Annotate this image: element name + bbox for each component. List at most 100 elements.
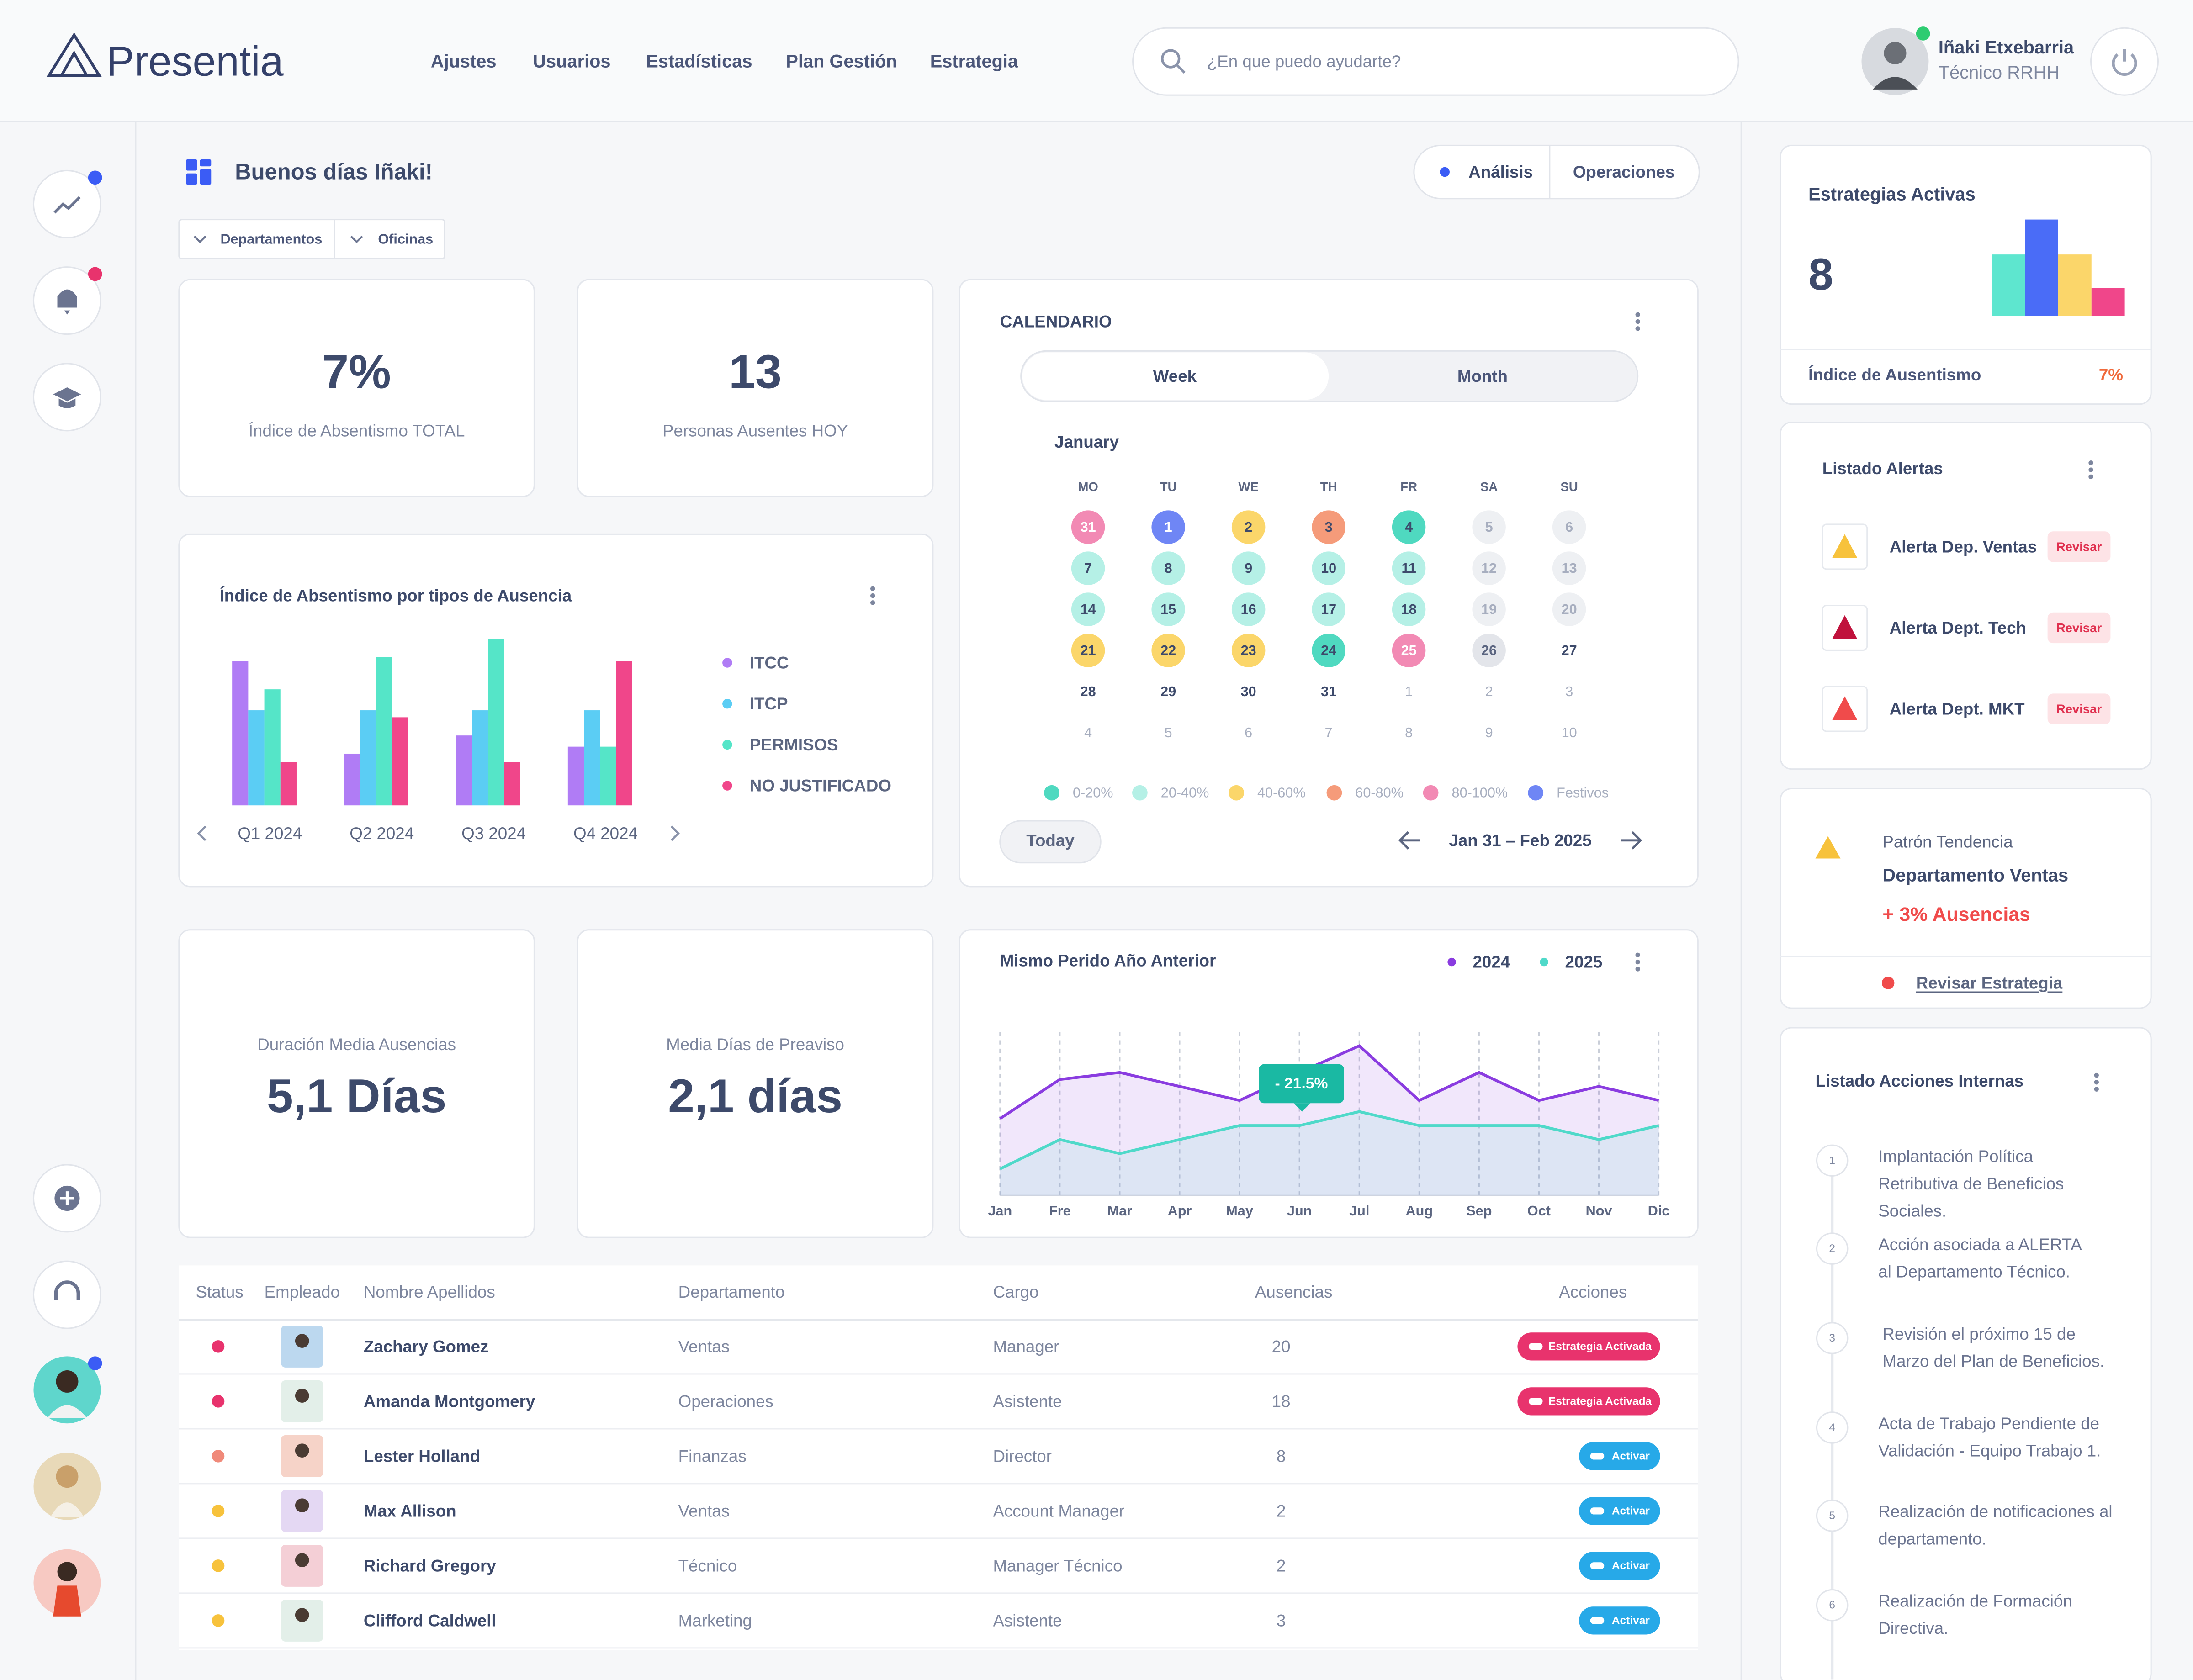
calendar-day[interactable]: 31 [1321, 684, 1336, 699]
calendar-day[interactable]: 7 [1325, 725, 1333, 740]
review-label[interactable]: Revisar [2056, 621, 2102, 635]
calendar-day[interactable]: 14 [1081, 602, 1096, 617]
calendar-day[interactable]: 15 [1160, 602, 1176, 617]
trend-button[interactable] [32, 169, 101, 238]
action-label[interactable]: Activar [1612, 1450, 1650, 1462]
support-button[interactable] [32, 1260, 101, 1329]
calendar-day[interactable]: 22 [1160, 643, 1176, 658]
calendar-day[interactable]: 24 [1321, 643, 1336, 658]
view-option[interactable]: Week [1153, 367, 1197, 386]
period-arrows[interactable] [1398, 831, 1642, 850]
action-button[interactable] [1579, 1497, 1660, 1525]
bar [616, 661, 632, 806]
absences: 2 [1277, 1556, 1286, 1575]
trend-link[interactable]: Revisar Estrategia [1916, 974, 2063, 993]
alerts-title: Listado Alertas [1822, 459, 1943, 478]
review-button[interactable] [2047, 612, 2111, 644]
tab[interactable]: Operaciones [1573, 163, 1674, 181]
calendar-day[interactable]: 4 [1405, 519, 1413, 535]
more-menu[interactable] [2088, 460, 2093, 480]
calendar-day[interactable]: 10 [1321, 560, 1336, 576]
calendar-day[interactable]: 19 [1481, 602, 1497, 617]
role: Manager Técnico [993, 1556, 1122, 1575]
action-label[interactable]: Activar [1612, 1559, 1650, 1572]
calendar-day[interactable]: 28 [1081, 684, 1096, 699]
action-button[interactable] [1579, 1606, 1660, 1635]
calendar-day[interactable]: 9 [1245, 560, 1252, 576]
more-menu[interactable] [1635, 952, 1640, 972]
filter[interactable]: Departamentos [220, 231, 322, 247]
calendar-day[interactable]: 7 [1084, 560, 1092, 576]
action-button[interactable] [1579, 1552, 1660, 1580]
calendar-day[interactable]: 3 [1325, 519, 1333, 535]
today-label[interactable]: Today [1026, 831, 1075, 850]
review-button[interactable] [2047, 693, 2111, 724]
action-label[interactable]: Estrategia Activada [1548, 1395, 1652, 1407]
action-label[interactable]: Activar [1612, 1505, 1650, 1517]
review-label[interactable]: Revisar [2056, 702, 2102, 716]
calendar-day[interactable]: 13 [1562, 560, 1577, 576]
calendar-day[interactable]: 18 [1401, 602, 1417, 617]
nav-item[interactable]: Estadísticas [646, 52, 752, 72]
calendar-day[interactable]: 1 [1405, 684, 1413, 699]
filter[interactable]: Oficinas [378, 231, 433, 247]
calendar-day[interactable]: 29 [1160, 684, 1176, 699]
table-header: Departamento [678, 1283, 785, 1301]
tab[interactable]: Análisis [1468, 163, 1533, 181]
nav-item[interactable]: Usuarios [533, 52, 610, 72]
calendar-day[interactable]: 2 [1245, 519, 1252, 535]
legend-swatch [722, 740, 732, 750]
action-button[interactable] [1517, 1387, 1660, 1416]
more-menu[interactable] [1635, 312, 1640, 331]
nav-item[interactable]: Estrategia [930, 52, 1018, 72]
action-button[interactable] [1579, 1442, 1660, 1470]
action-button[interactable] [1517, 1332, 1660, 1361]
calendar-day[interactable]: 2 [1485, 684, 1493, 699]
calendar-day[interactable]: 8 [1405, 725, 1413, 740]
calendar-day[interactable]: 5 [1485, 519, 1493, 535]
calendar-day[interactable]: 23 [1241, 643, 1256, 658]
calendar-day[interactable]: 6 [1245, 725, 1252, 740]
calendar-day[interactable]: 1 [1165, 519, 1172, 535]
action-text: Marzo del Plan de Beneficios. [1882, 1352, 2104, 1371]
day-level [1151, 634, 1185, 667]
nav-item[interactable]: Ajustes [431, 52, 497, 72]
calendar-day[interactable]: 16 [1241, 602, 1256, 617]
search-box[interactable] [1132, 27, 1739, 96]
calendar-day[interactable]: 8 [1165, 560, 1172, 576]
calendar-day[interactable]: 30 [1241, 684, 1256, 699]
sidebar-buttons [32, 169, 102, 1617]
more-menu[interactable] [870, 586, 875, 605]
today-button[interactable] [999, 820, 1102, 864]
day-weekend [1472, 592, 1506, 626]
calendar-day[interactable]: 31 [1081, 519, 1096, 535]
calendar-day[interactable]: 17 [1321, 602, 1336, 617]
calendar-day[interactable]: 26 [1481, 643, 1497, 658]
calendar-day[interactable]: 4 [1084, 725, 1092, 740]
nav-item[interactable]: Plan Gestión [786, 52, 897, 72]
view-option[interactable]: Month [1457, 367, 1508, 386]
calendar-day[interactable]: 3 [1565, 684, 1573, 699]
chart-arrows[interactable] [197, 825, 680, 841]
kpi-value: 5,1 Días [267, 1070, 446, 1123]
review-label[interactable]: Revisar [2056, 539, 2102, 554]
calendar-day[interactable]: 27 [1562, 643, 1577, 658]
tabs [1413, 144, 1700, 200]
calendar-day[interactable]: 10 [1562, 725, 1577, 740]
calendar-day[interactable]: 20 [1562, 602, 1577, 617]
contact-avatar[interactable] [33, 1549, 101, 1617]
cap-icon [53, 387, 81, 408]
calendar-day[interactable]: 11 [1401, 560, 1416, 576]
action-label[interactable]: Activar [1612, 1614, 1650, 1627]
action-label[interactable]: Estrategia Activada [1548, 1340, 1652, 1352]
calendar-day[interactable]: 9 [1485, 725, 1493, 740]
calendar-day[interactable]: 21 [1081, 643, 1096, 658]
area [1000, 1111, 1659, 1196]
calendar-day[interactable]: 5 [1165, 725, 1172, 740]
calendar-day[interactable]: 12 [1481, 560, 1497, 576]
calendar-day[interactable]: 25 [1401, 643, 1417, 658]
x-tick-label: Q3 2024 [461, 824, 526, 843]
calendar-day[interactable]: 6 [1565, 519, 1573, 535]
more-menu[interactable] [2094, 1072, 2099, 1092]
review-button[interactable] [2047, 531, 2111, 562]
